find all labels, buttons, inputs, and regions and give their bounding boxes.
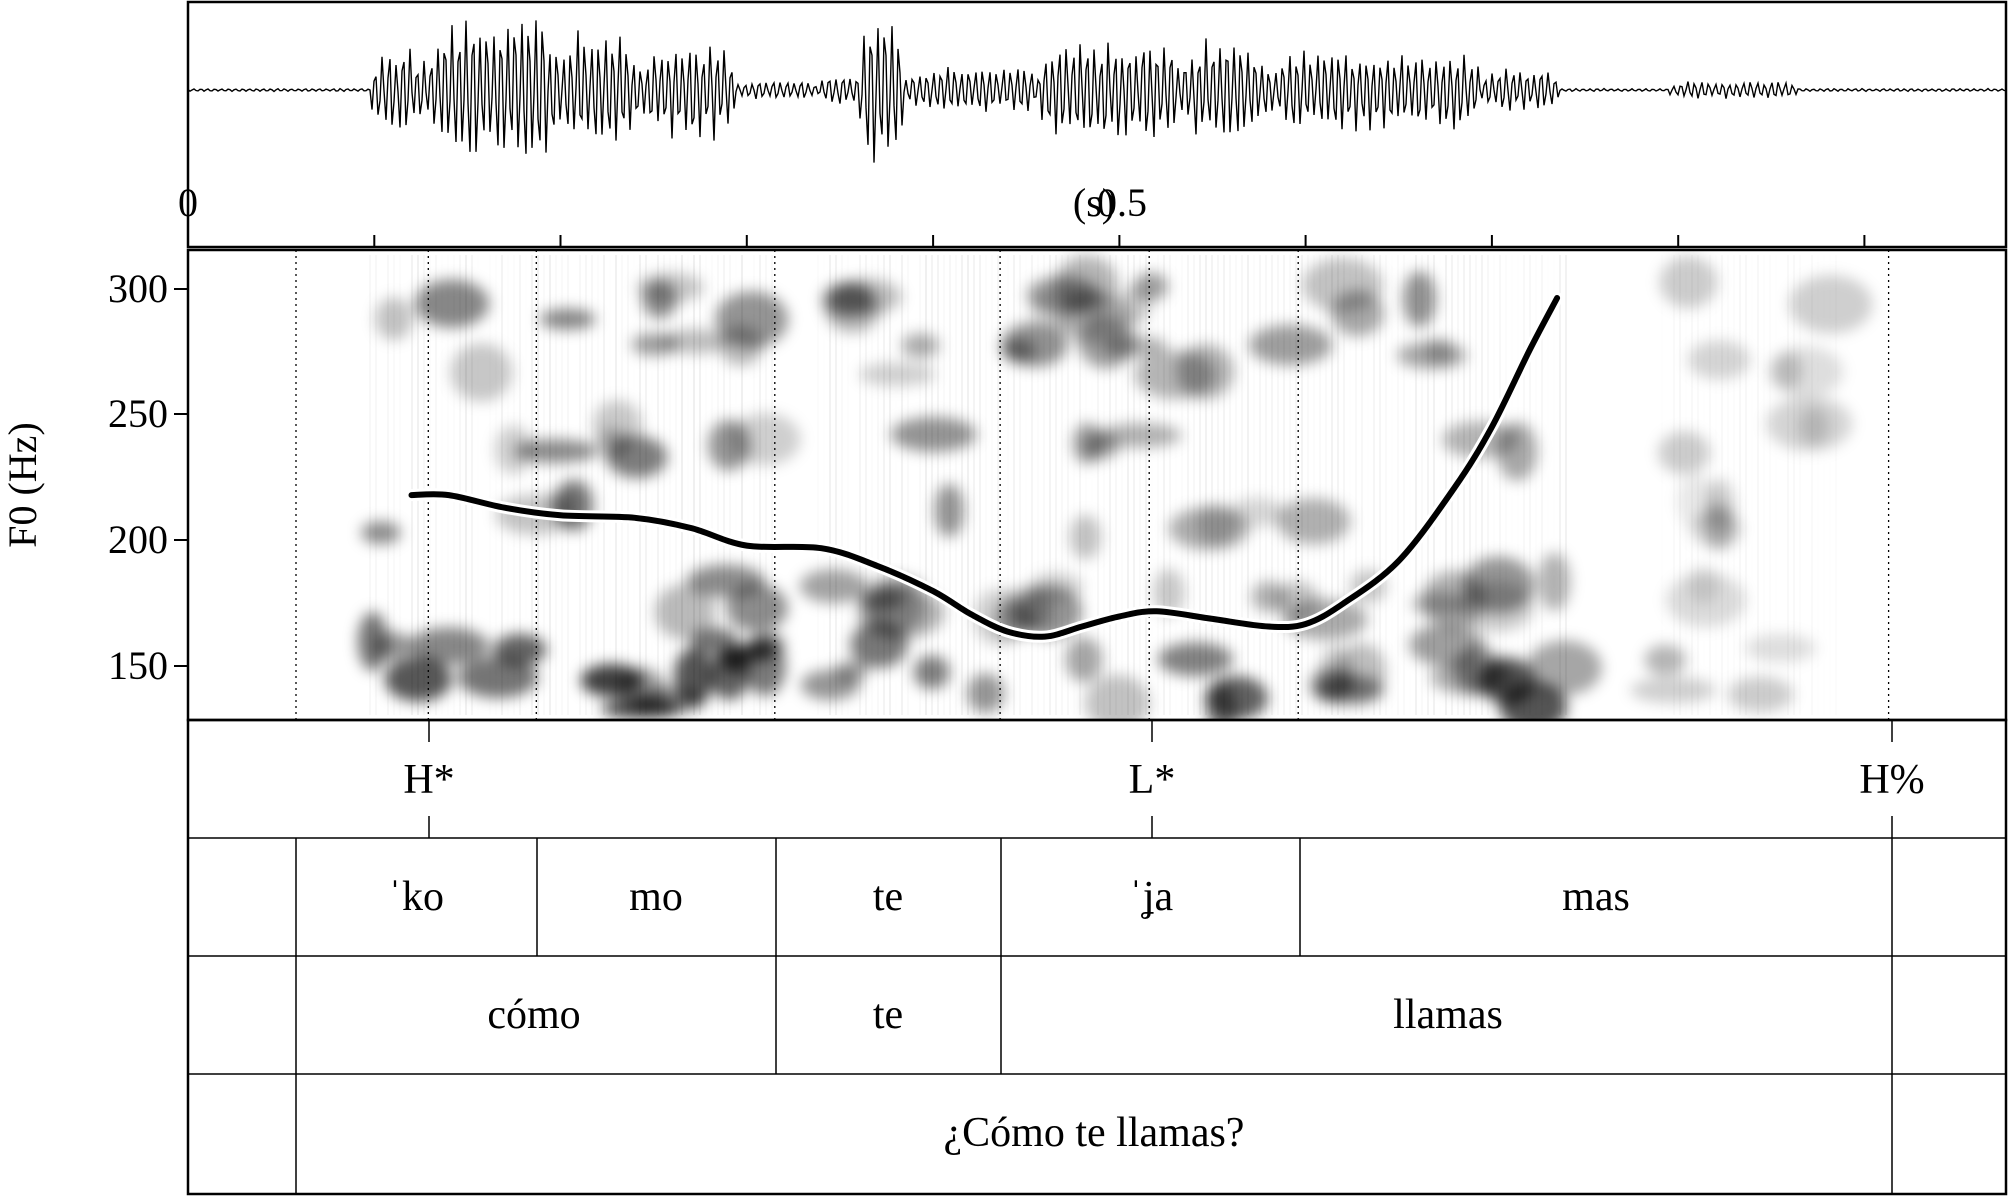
word-label-te: te <box>873 992 903 1038</box>
syllable-label-mas: mas <box>1562 874 1630 920</box>
f0-axis-title: F0 (Hz) <box>0 422 45 548</box>
syllable-label-mo: mo <box>629 874 683 920</box>
f0-axis-ticks: 300 250 200 150 <box>108 266 188 688</box>
f0-contour <box>408 295 1561 640</box>
syllable-label-te: te <box>873 874 903 920</box>
tone-label-h-star: H* <box>403 757 454 803</box>
sentence-tier: ¿Cómo te llamas? <box>295 1074 1893 1194</box>
time-ticks <box>373 235 1866 247</box>
ytick-label-300: 300 <box>108 266 168 311</box>
waveform-panel: 0 (s) 0.5 <box>178 0 2008 249</box>
word-tier: cómo te llamas <box>295 956 1893 1074</box>
syllable-label-ko: ˈko <box>388 874 444 920</box>
annotation-tiers: H* L* H% ˈko mo te ˈʝa mas cómo te lla <box>186 718 2008 1196</box>
ytick-label-150: 150 <box>108 643 168 688</box>
ytick-label-200: 200 <box>108 517 168 562</box>
syllable-tier: ˈko mo te ˈʝa mas <box>295 838 1893 956</box>
word-label-llamas: llamas <box>1393 992 1503 1038</box>
word-label-como: cómo <box>487 992 580 1038</box>
time-mid-label: 0.5 <box>1097 180 1147 225</box>
ytick-label-250: 250 <box>108 391 168 436</box>
time-start-label: 0 <box>178 180 198 225</box>
waveform-frame <box>186 0 2008 249</box>
pitch-panel: 300 250 200 150 F0 (Hz) <box>0 248 2008 722</box>
syllable-label-ja: ˈʝa <box>1129 874 1174 920</box>
time-unit-label: (s) <box>1073 180 1115 225</box>
spectrogram <box>357 255 1873 720</box>
waveform-trace <box>187 20 2007 163</box>
sentence-label: ¿Cómo te llamas? <box>944 1110 1245 1156</box>
tier-frame <box>186 718 2008 1196</box>
tone-label-h-percent: H% <box>1859 757 1924 803</box>
boundary-lines <box>295 250 1890 720</box>
tone-label-l-star: L* <box>1129 757 1176 803</box>
tone-tier: H* L* H% <box>403 720 1925 838</box>
